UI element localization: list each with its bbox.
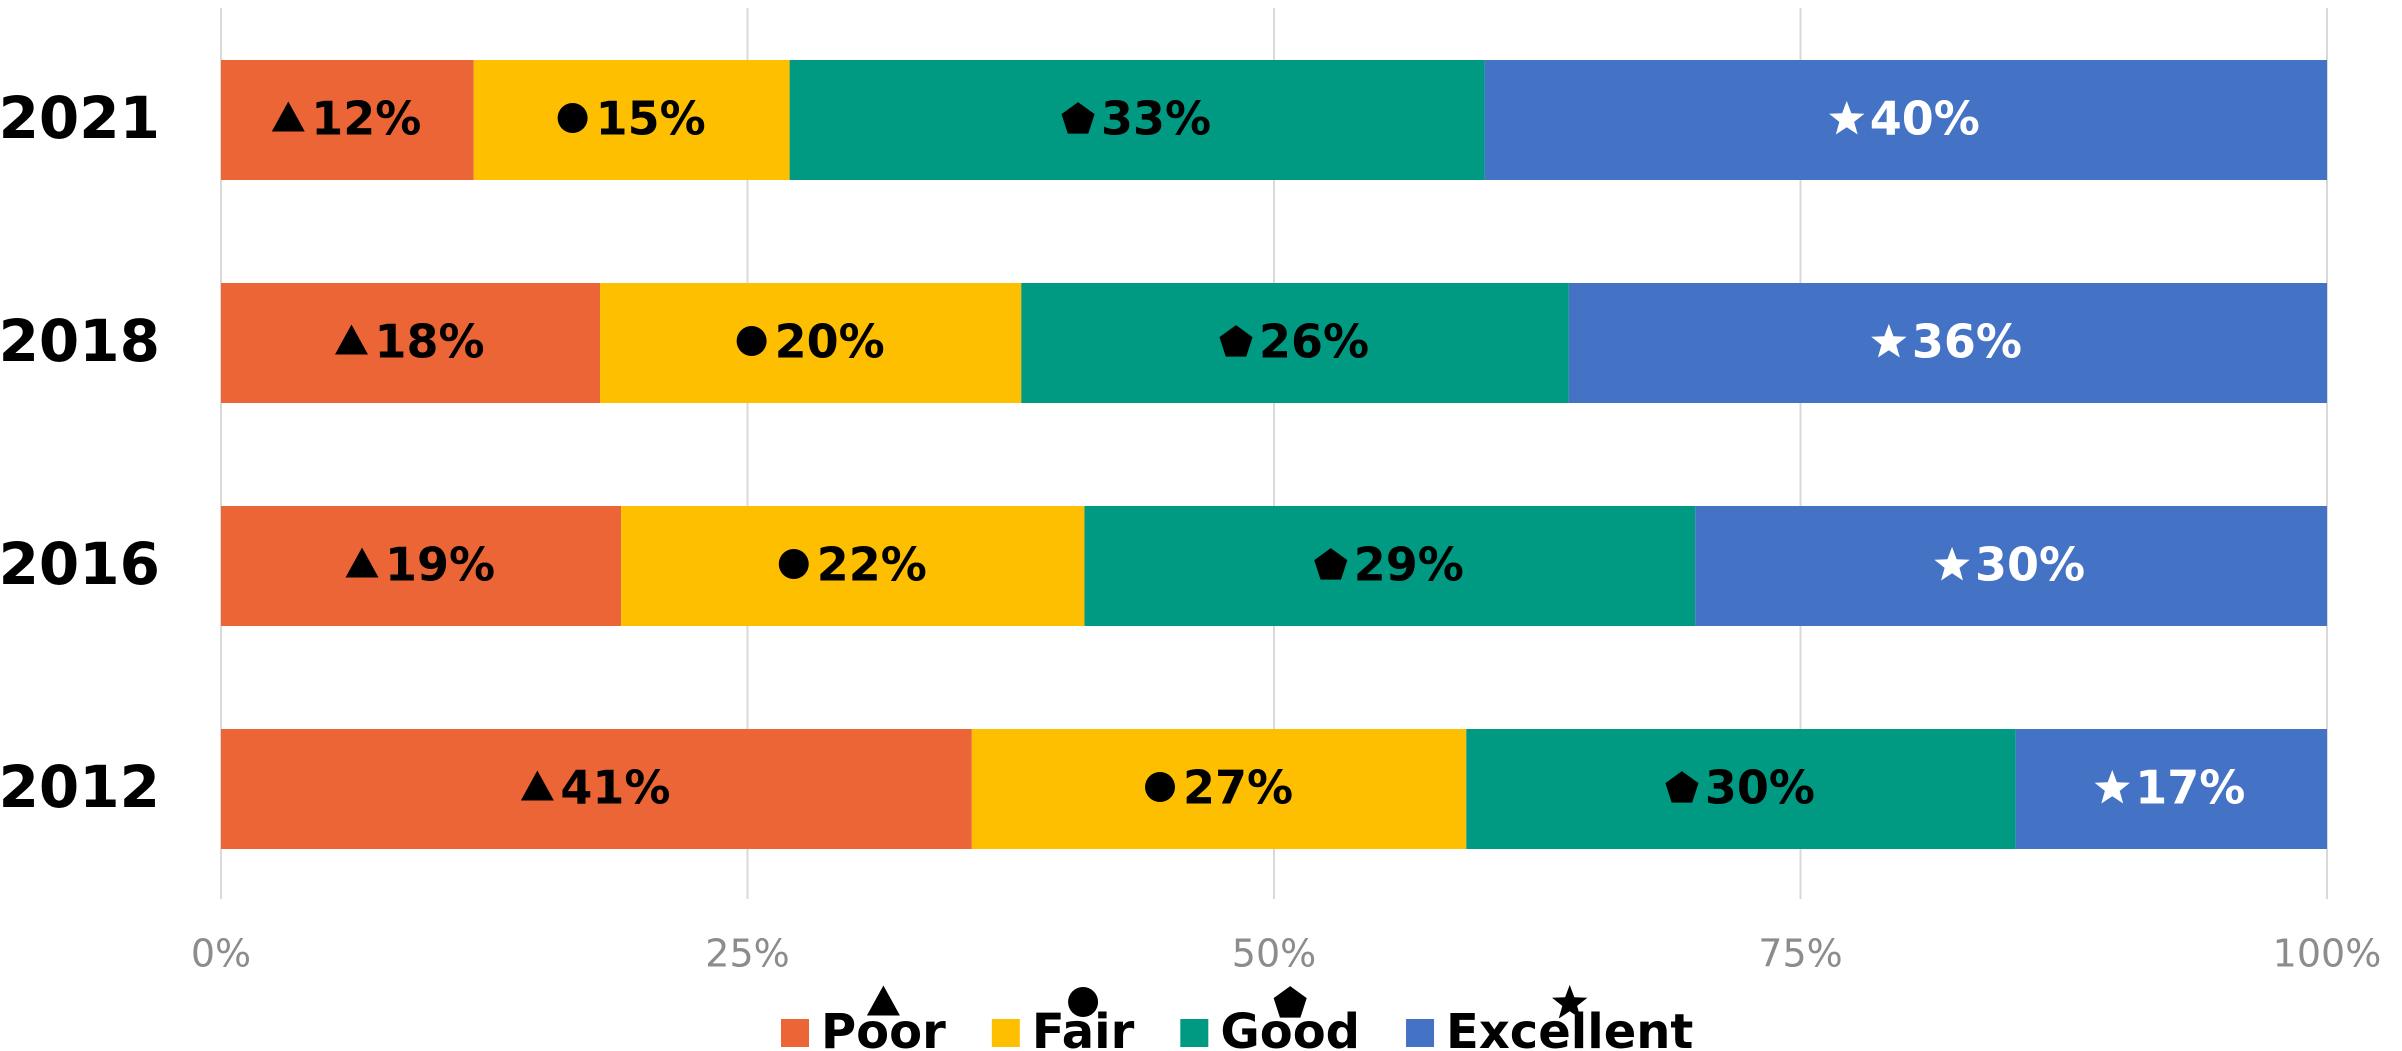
value-label: 40% (1870, 92, 1980, 146)
value-label: 17% (2135, 761, 2245, 815)
bar-segment (971, 729, 1467, 849)
value-label-icon (520, 770, 554, 801)
legend-swatch (1180, 1019, 1209, 1047)
bar-segment (1484, 60, 2327, 180)
bar-segment (1695, 506, 2327, 626)
bar-segment (221, 729, 972, 849)
bar-segment (600, 283, 1022, 403)
value-label-icon (345, 547, 379, 578)
x-tick-label: 50% (1232, 932, 1316, 976)
bar-segment (621, 506, 1085, 626)
value-label: 30% (1705, 761, 1815, 815)
value-label: 27% (1183, 761, 1293, 815)
legend-icon (1552, 984, 1588, 1019)
y-tick-label: 2021 (0, 84, 160, 152)
bar-segment (789, 60, 1485, 180)
legend-icon (866, 985, 900, 1016)
x-tick-label: 100% (2273, 932, 2382, 976)
bar-segment (221, 506, 622, 626)
legend-label: Excellent (1446, 1004, 1693, 1051)
legend-swatch (1406, 1019, 1435, 1047)
value-label-icon (1314, 548, 1348, 580)
bar-segment (1084, 506, 1696, 626)
value-label-icon (271, 101, 305, 132)
value-label-icon (1145, 772, 1176, 802)
bar-segment (1466, 729, 2016, 849)
value-label: 18% (374, 315, 484, 369)
bar-segment (221, 60, 474, 180)
value-label: 20% (775, 315, 885, 369)
x-tick-label: 75% (1758, 932, 1842, 976)
bar-segment (221, 283, 601, 403)
y-tick-label: 2016 (0, 530, 160, 598)
value-label: 30% (1975, 538, 2085, 592)
x-tick-label: 25% (705, 932, 789, 976)
value-label-icon (736, 326, 767, 356)
value-label: 33% (1101, 92, 1211, 146)
value-label: 12% (311, 92, 421, 146)
value-label: 22% (817, 538, 927, 592)
value-label-icon (334, 324, 368, 355)
bar-segment (1568, 283, 2327, 403)
bar-segment (2015, 729, 2327, 849)
value-label-icon (1934, 546, 1970, 581)
value-label: 36% (1912, 315, 2022, 369)
value-label: 26% (1259, 315, 1369, 369)
value-label: 19% (385, 538, 495, 592)
bar-segment (473, 60, 790, 180)
value-label-icon (1829, 100, 1865, 135)
value-label-icon (1219, 325, 1253, 357)
value-label: 15% (596, 92, 706, 146)
legend-swatch (781, 1019, 809, 1047)
value-label-icon (1665, 771, 1699, 803)
y-tick-label: 2018 (0, 307, 160, 375)
y-tick-label: 2012 (0, 753, 160, 821)
legend-icon (1068, 987, 1099, 1017)
value-label-icon (2094, 769, 2130, 804)
legend-icon (1273, 986, 1307, 1018)
value-label: 41% (560, 761, 670, 815)
bar-segment (1021, 283, 1569, 403)
value-label-icon (778, 549, 809, 579)
value-label-icon (557, 103, 588, 133)
legend-swatch (991, 1019, 1020, 1047)
x-tick-label: 0% (191, 932, 251, 976)
value-label-icon (1871, 323, 1907, 358)
value-label-icon (1061, 102, 1095, 134)
value-label: 29% (1354, 538, 1464, 592)
